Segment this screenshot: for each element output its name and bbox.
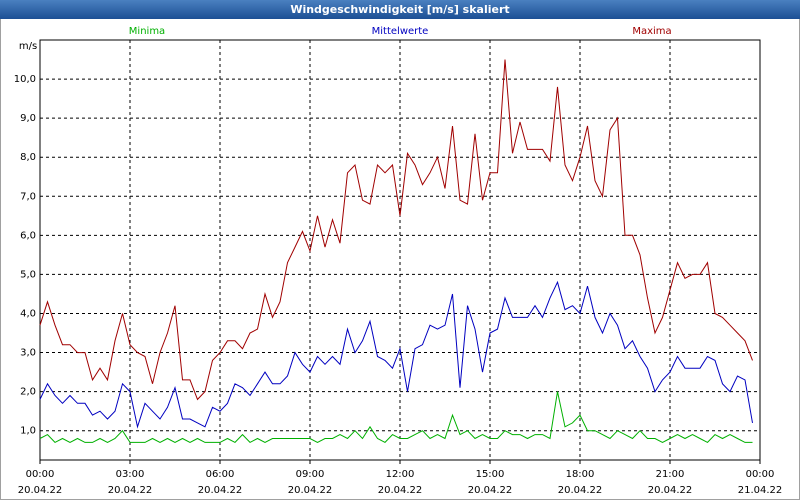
- legend-label: Maxima: [632, 26, 671, 37]
- series-line: [39, 59, 753, 401]
- x-tick-date: 20.04.22: [18, 485, 63, 496]
- x-tick-date: 20.04.22: [288, 485, 333, 496]
- series-line: [39, 280, 753, 429]
- title-bar: [0, 0, 800, 19]
- x-tick-label: 15:00: [476, 469, 505, 480]
- legend-label: Mittelwerte: [372, 26, 429, 37]
- y-tick-label: 1,0: [20, 426, 36, 437]
- y-tick-label: 6,0: [20, 230, 36, 241]
- x-tick-label: 00:00: [26, 469, 55, 480]
- y-axis-label: m/s: [19, 41, 37, 52]
- x-tick-label: 00:00: [746, 469, 775, 480]
- chart-title: Windgeschwindigkeit [m/s] skaliert: [290, 3, 509, 16]
- y-tick-label: 5,0: [20, 269, 36, 280]
- y-tick-label: 4,0: [20, 308, 36, 319]
- x-tick-date: 21.04.22: [738, 485, 783, 496]
- x-tick-date: 20.04.22: [198, 485, 243, 496]
- x-tick-label: 12:00: [386, 469, 415, 480]
- x-tick-label: 21:00: [656, 469, 685, 480]
- y-tick-label: 7,0: [20, 191, 36, 202]
- x-tick-date: 20.04.22: [108, 485, 153, 496]
- x-tick-label: 09:00: [296, 469, 325, 480]
- legend-label: Minima: [129, 26, 165, 37]
- y-tick-label: 3,0: [20, 348, 36, 359]
- y-tick-label: 8,0: [20, 152, 36, 163]
- x-tick-label: 18:00: [566, 469, 595, 480]
- y-tick-label: 9,0: [20, 113, 36, 124]
- x-tick-date: 20.04.22: [468, 485, 513, 496]
- x-tick-date: 20.04.22: [378, 485, 423, 496]
- x-tick-date: 20.04.22: [558, 485, 603, 496]
- y-tick-label: 2,0: [20, 387, 36, 398]
- x-tick-date: 20.04.22: [648, 485, 693, 496]
- x-tick-label: 03:00: [116, 469, 145, 480]
- series-line: [39, 391, 753, 444]
- x-tick-label: 06:00: [206, 469, 235, 480]
- y-tick-label: 10,0: [14, 74, 36, 85]
